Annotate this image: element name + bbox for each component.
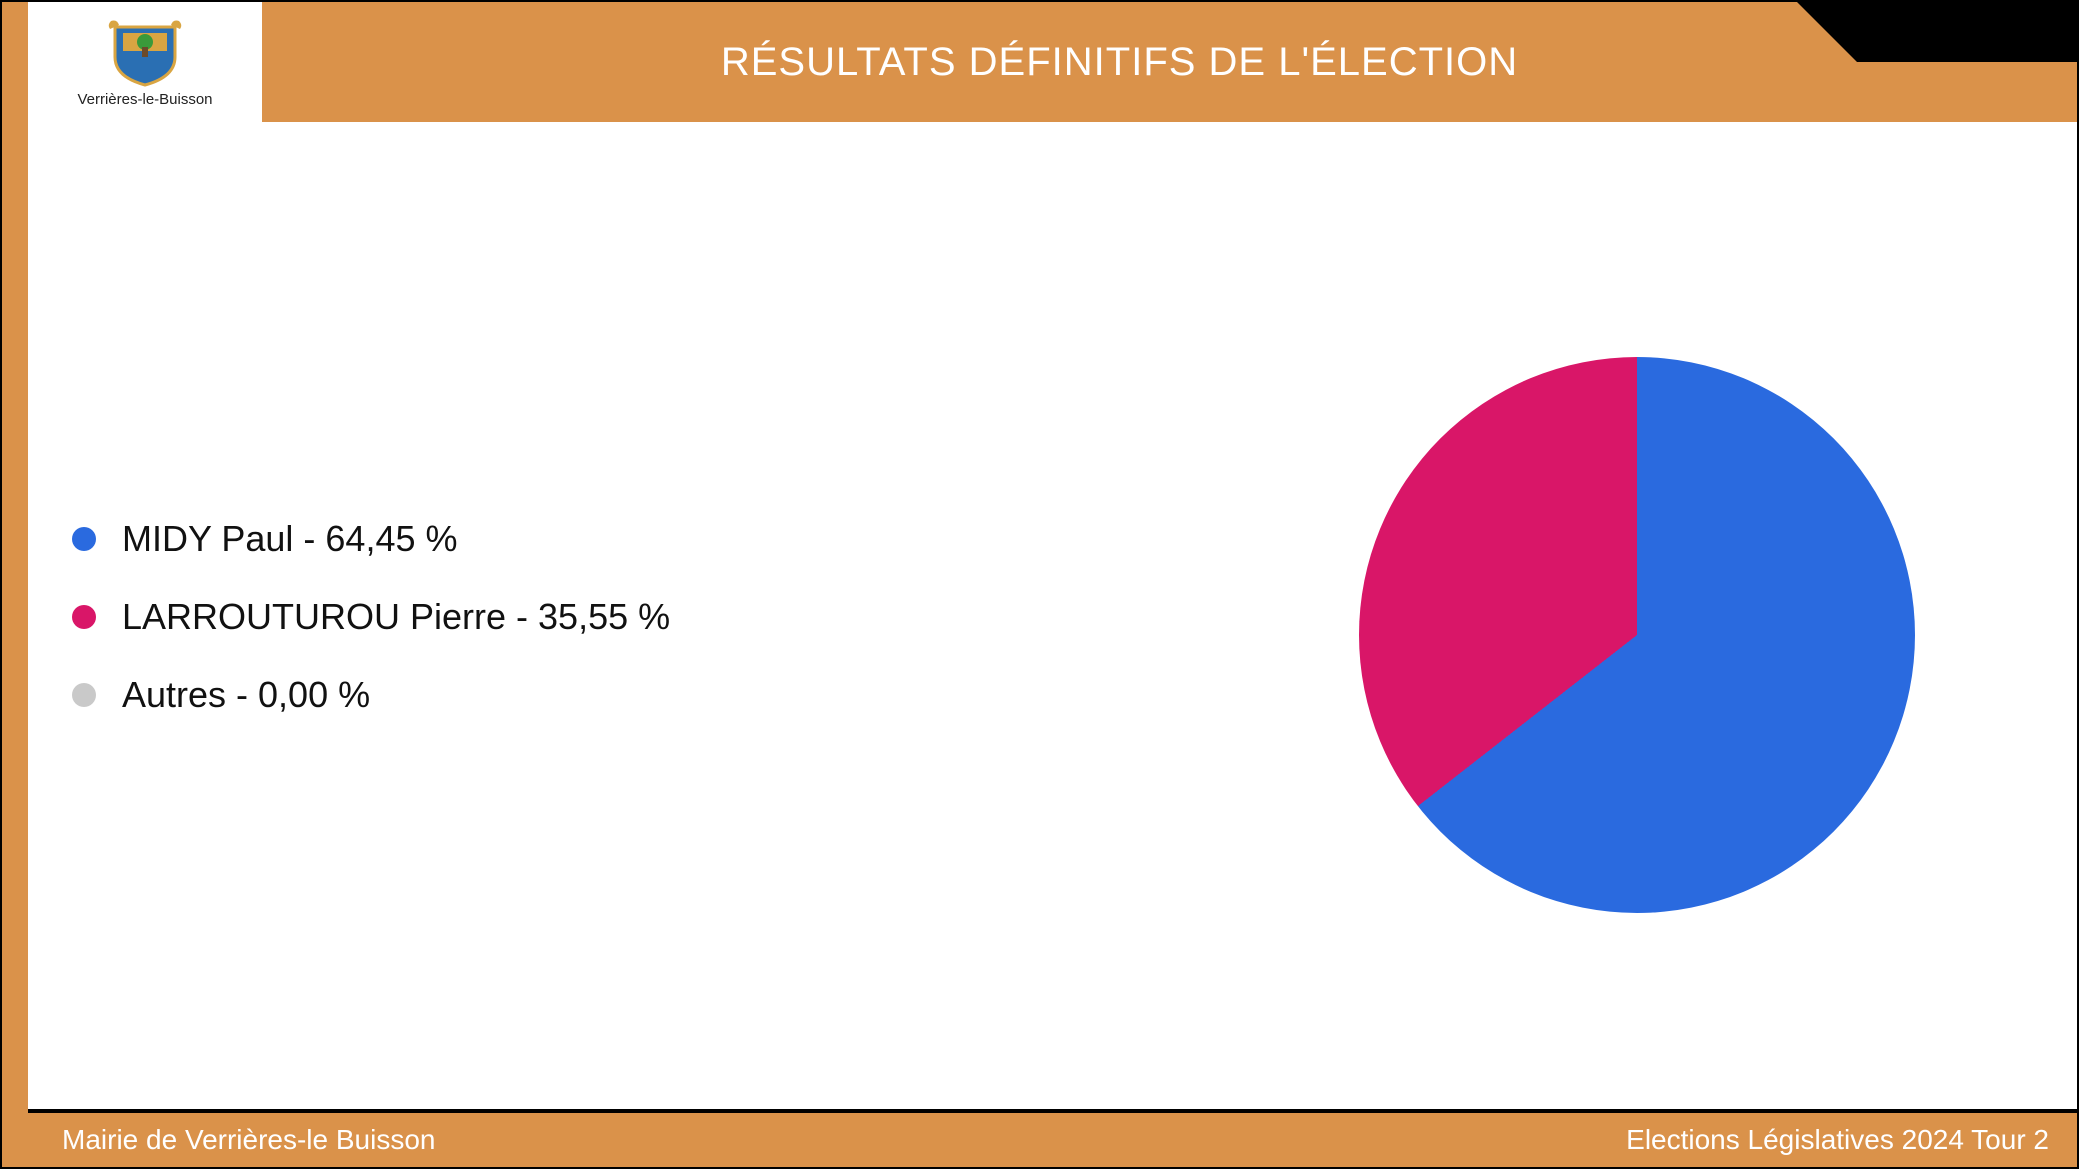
legend-dot-icon (72, 605, 96, 629)
legend-label: LARROUTUROU Pierre - 35,55 % (122, 596, 670, 638)
footer-bar: Mairie de Verrières-le Buisson Elections… (28, 1109, 2077, 1167)
logo-container: Verrières-le-Buisson (28, 2, 262, 122)
crest-icon (105, 17, 185, 87)
footer-right-text: Elections Législatives 2024 Tour 2 (1626, 1124, 2049, 1156)
legend: MIDY Paul - 64,45 % LARROUTUROU Pierre - … (62, 518, 1237, 752)
header-bar: RÉSULTATS DÉFINITIFS DE L'ÉLECTION (262, 2, 2077, 122)
pie-chart-area (1237, 357, 2037, 913)
legend-item: Autres - 0,00 % (72, 674, 1237, 716)
legend-item: LARROUTUROU Pierre - 35,55 % (72, 596, 1237, 638)
legend-dot-icon (72, 683, 96, 707)
page-title: RÉSULTATS DÉFINITIFS DE L'ÉLECTION (721, 40, 1518, 85)
pie-chart (1359, 357, 1915, 913)
content-area: MIDY Paul - 64,45 % LARROUTUROU Pierre - … (62, 182, 2037, 1087)
header-accent-shape (1757, 2, 2077, 62)
footer-left-text: Mairie de Verrières-le Buisson (62, 1124, 436, 1156)
logo-caption: Verrières-le-Buisson (77, 91, 212, 108)
legend-label: Autres - 0,00 % (122, 674, 370, 716)
slide-frame: Verrières-le-Buisson RÉSULTATS DÉFINITIF… (0, 0, 2079, 1169)
legend-label: MIDY Paul - 64,45 % (122, 518, 458, 560)
left-accent-stripe (2, 2, 28, 1167)
legend-dot-icon (72, 527, 96, 551)
legend-item: MIDY Paul - 64,45 % (72, 518, 1237, 560)
